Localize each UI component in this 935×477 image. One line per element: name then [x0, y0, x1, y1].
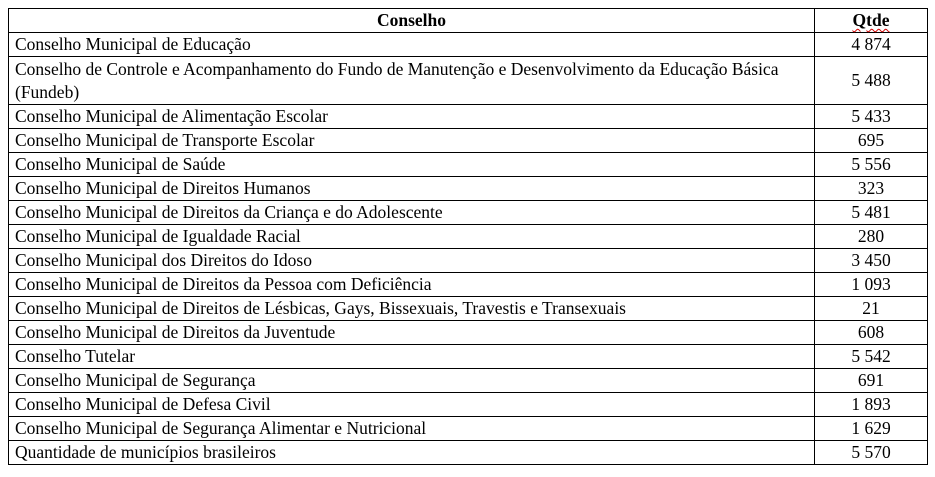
table-row: Conselho Municipal de Direitos da Juvent…: [8, 320, 928, 345]
council-qty: 5 488: [814, 56, 928, 105]
table-row: Conselho Municipal de Direitos da Pessoa…: [8, 272, 928, 297]
council-qty: 608: [814, 320, 928, 345]
table-row: Conselho Municipal de Transporte Escolar…: [8, 128, 928, 153]
council-name: Quantidade de municípios brasileiros: [8, 440, 815, 465]
council-qty: 1 893: [814, 392, 928, 417]
table-row: Conselho Municipal de Direitos Humanos 32…: [8, 176, 928, 201]
council-qty: 280: [814, 224, 928, 249]
council-qty: 1 093: [814, 272, 928, 297]
table-row: Conselho Municipal de Saúde 5 556: [8, 152, 928, 177]
header-qtde-label: Qtde: [852, 10, 890, 30]
council-qty: 5 542: [814, 344, 928, 369]
council-qty: 695: [814, 128, 928, 153]
council-qty: 4 874: [814, 32, 928, 57]
table-row: Conselho Municipal dos Direitos do Idoso…: [8, 248, 928, 273]
council-name: Conselho Municipal de Direitos da Pessoa…: [8, 272, 815, 297]
council-qty: 5 556: [814, 152, 928, 177]
council-name: Conselho Municipal dos Direitos do Idoso: [8, 248, 815, 273]
council-qty: 691: [814, 368, 928, 393]
table-row: Conselho Municipal de Direitos de Lésbic…: [8, 296, 928, 321]
councils-table: Conselho Qtde Conselho Municipal de Educ…: [8, 8, 928, 465]
council-name: Conselho Municipal de Direitos Humanos: [8, 176, 815, 201]
table-row: Conselho Municipal de Direitos da Crianç…: [8, 200, 928, 225]
council-name: Conselho Municipal de Alimentação Escola…: [8, 104, 815, 129]
table-row: Conselho de Controle e Acompanhamento do…: [8, 56, 928, 105]
table-row: Conselho Municipal de Alimentação Escola…: [8, 104, 928, 129]
council-qty: 21: [814, 296, 928, 321]
council-name: Conselho Municipal de Transporte Escolar: [8, 128, 815, 153]
council-name: Conselho Municipal de Segurança: [8, 368, 815, 393]
council-qty: 323: [814, 176, 928, 201]
council-name: Conselho Municipal de Saúde: [8, 152, 815, 177]
council-name: Conselho Municipal de Direitos da Juvent…: [8, 320, 815, 345]
council-name: Conselho Municipal de Direitos da Crianç…: [8, 200, 815, 225]
council-qty: 5 570: [814, 440, 928, 465]
table-row: Quantidade de municípios brasileiros 5 57…: [8, 440, 928, 465]
table-row: Conselho Municipal de Segurança Alimenta…: [8, 416, 928, 441]
council-name: Conselho Municipal de Educação: [8, 32, 815, 57]
council-qty: 1 629: [814, 416, 928, 441]
table-row: Conselho Municipal de Igualdade Racial 28…: [8, 224, 928, 249]
council-name: Conselho Municipal de Defesa Civil: [8, 392, 815, 417]
table-row: Conselho Municipal de Segurança 691: [8, 368, 928, 393]
council-qty: 5 433: [814, 104, 928, 129]
table-row: Conselho Municipal de Educação 4 874: [8, 32, 928, 57]
council-qty: 3 450: [814, 248, 928, 273]
header-qtde: Qtde: [814, 8, 928, 33]
council-name: Conselho de Controle e Acompanhamento do…: [8, 56, 815, 105]
table-row: Conselho Municipal de Defesa Civil 1 893: [8, 392, 928, 417]
header-conselho: Conselho: [8, 8, 815, 33]
council-qty: 5 481: [814, 200, 928, 225]
table-row: Conselho Tutelar 5 542: [8, 344, 928, 369]
council-name: Conselho Municipal de Direitos de Lésbic…: [8, 296, 815, 321]
council-name: Conselho Municipal de Segurança Alimenta…: [8, 416, 815, 441]
council-name: Conselho Municipal de Igualdade Racial: [8, 224, 815, 249]
header-row: Conselho Qtde: [8, 8, 928, 33]
council-name: Conselho Tutelar: [8, 344, 815, 369]
